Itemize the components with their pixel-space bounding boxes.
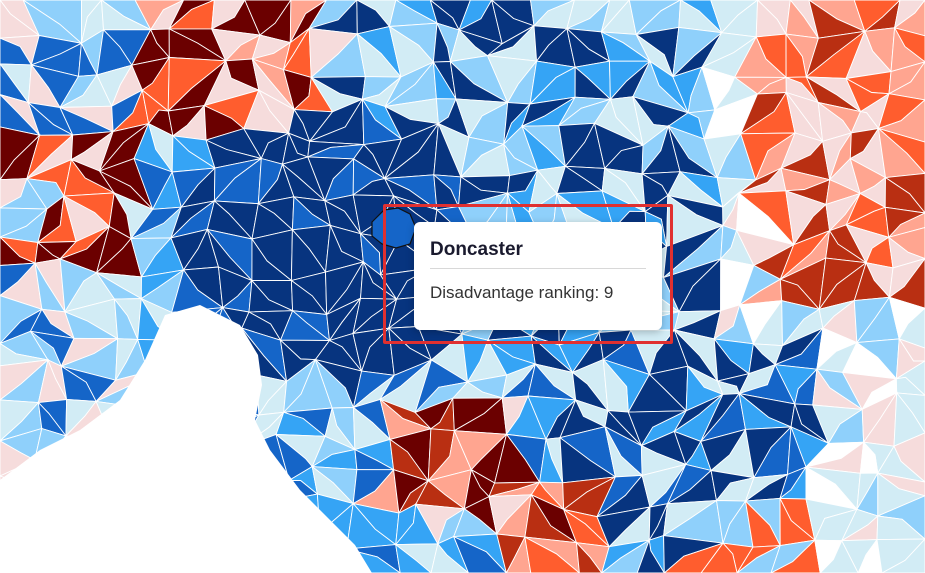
region-polygon[interactable] <box>877 127 925 179</box>
region-polygon[interactable] <box>700 542 738 573</box>
region-polygon[interactable] <box>895 337 925 380</box>
region-polygon[interactable] <box>877 472 925 517</box>
tooltip-region-name: Doncaster <box>430 238 646 269</box>
region-polygon[interactable] <box>890 26 925 73</box>
region-polygon[interactable] <box>524 536 581 573</box>
region-polygon[interactable] <box>893 391 925 447</box>
region-polygon[interactable] <box>895 376 925 396</box>
region-polygon[interactable] <box>876 515 925 541</box>
tooltip-metric: Disadvantage ranking: 9 <box>430 283 614 302</box>
region-polygon[interactable] <box>395 543 432 573</box>
region-polygon[interactable] <box>575 541 603 573</box>
region-polygon[interactable] <box>430 542 470 573</box>
region-polygon[interactable] <box>636 540 665 573</box>
port-phillip-bay <box>0 305 372 573</box>
region-polygon[interactable] <box>452 535 508 573</box>
region-polygon[interactable] <box>884 176 925 214</box>
region-tooltip: Doncaster Disadvantage ranking: 9 <box>414 222 662 330</box>
region-polygon[interactable] <box>888 236 925 269</box>
region-polygon[interactable] <box>881 538 925 573</box>
region-polygon[interactable] <box>877 445 925 483</box>
